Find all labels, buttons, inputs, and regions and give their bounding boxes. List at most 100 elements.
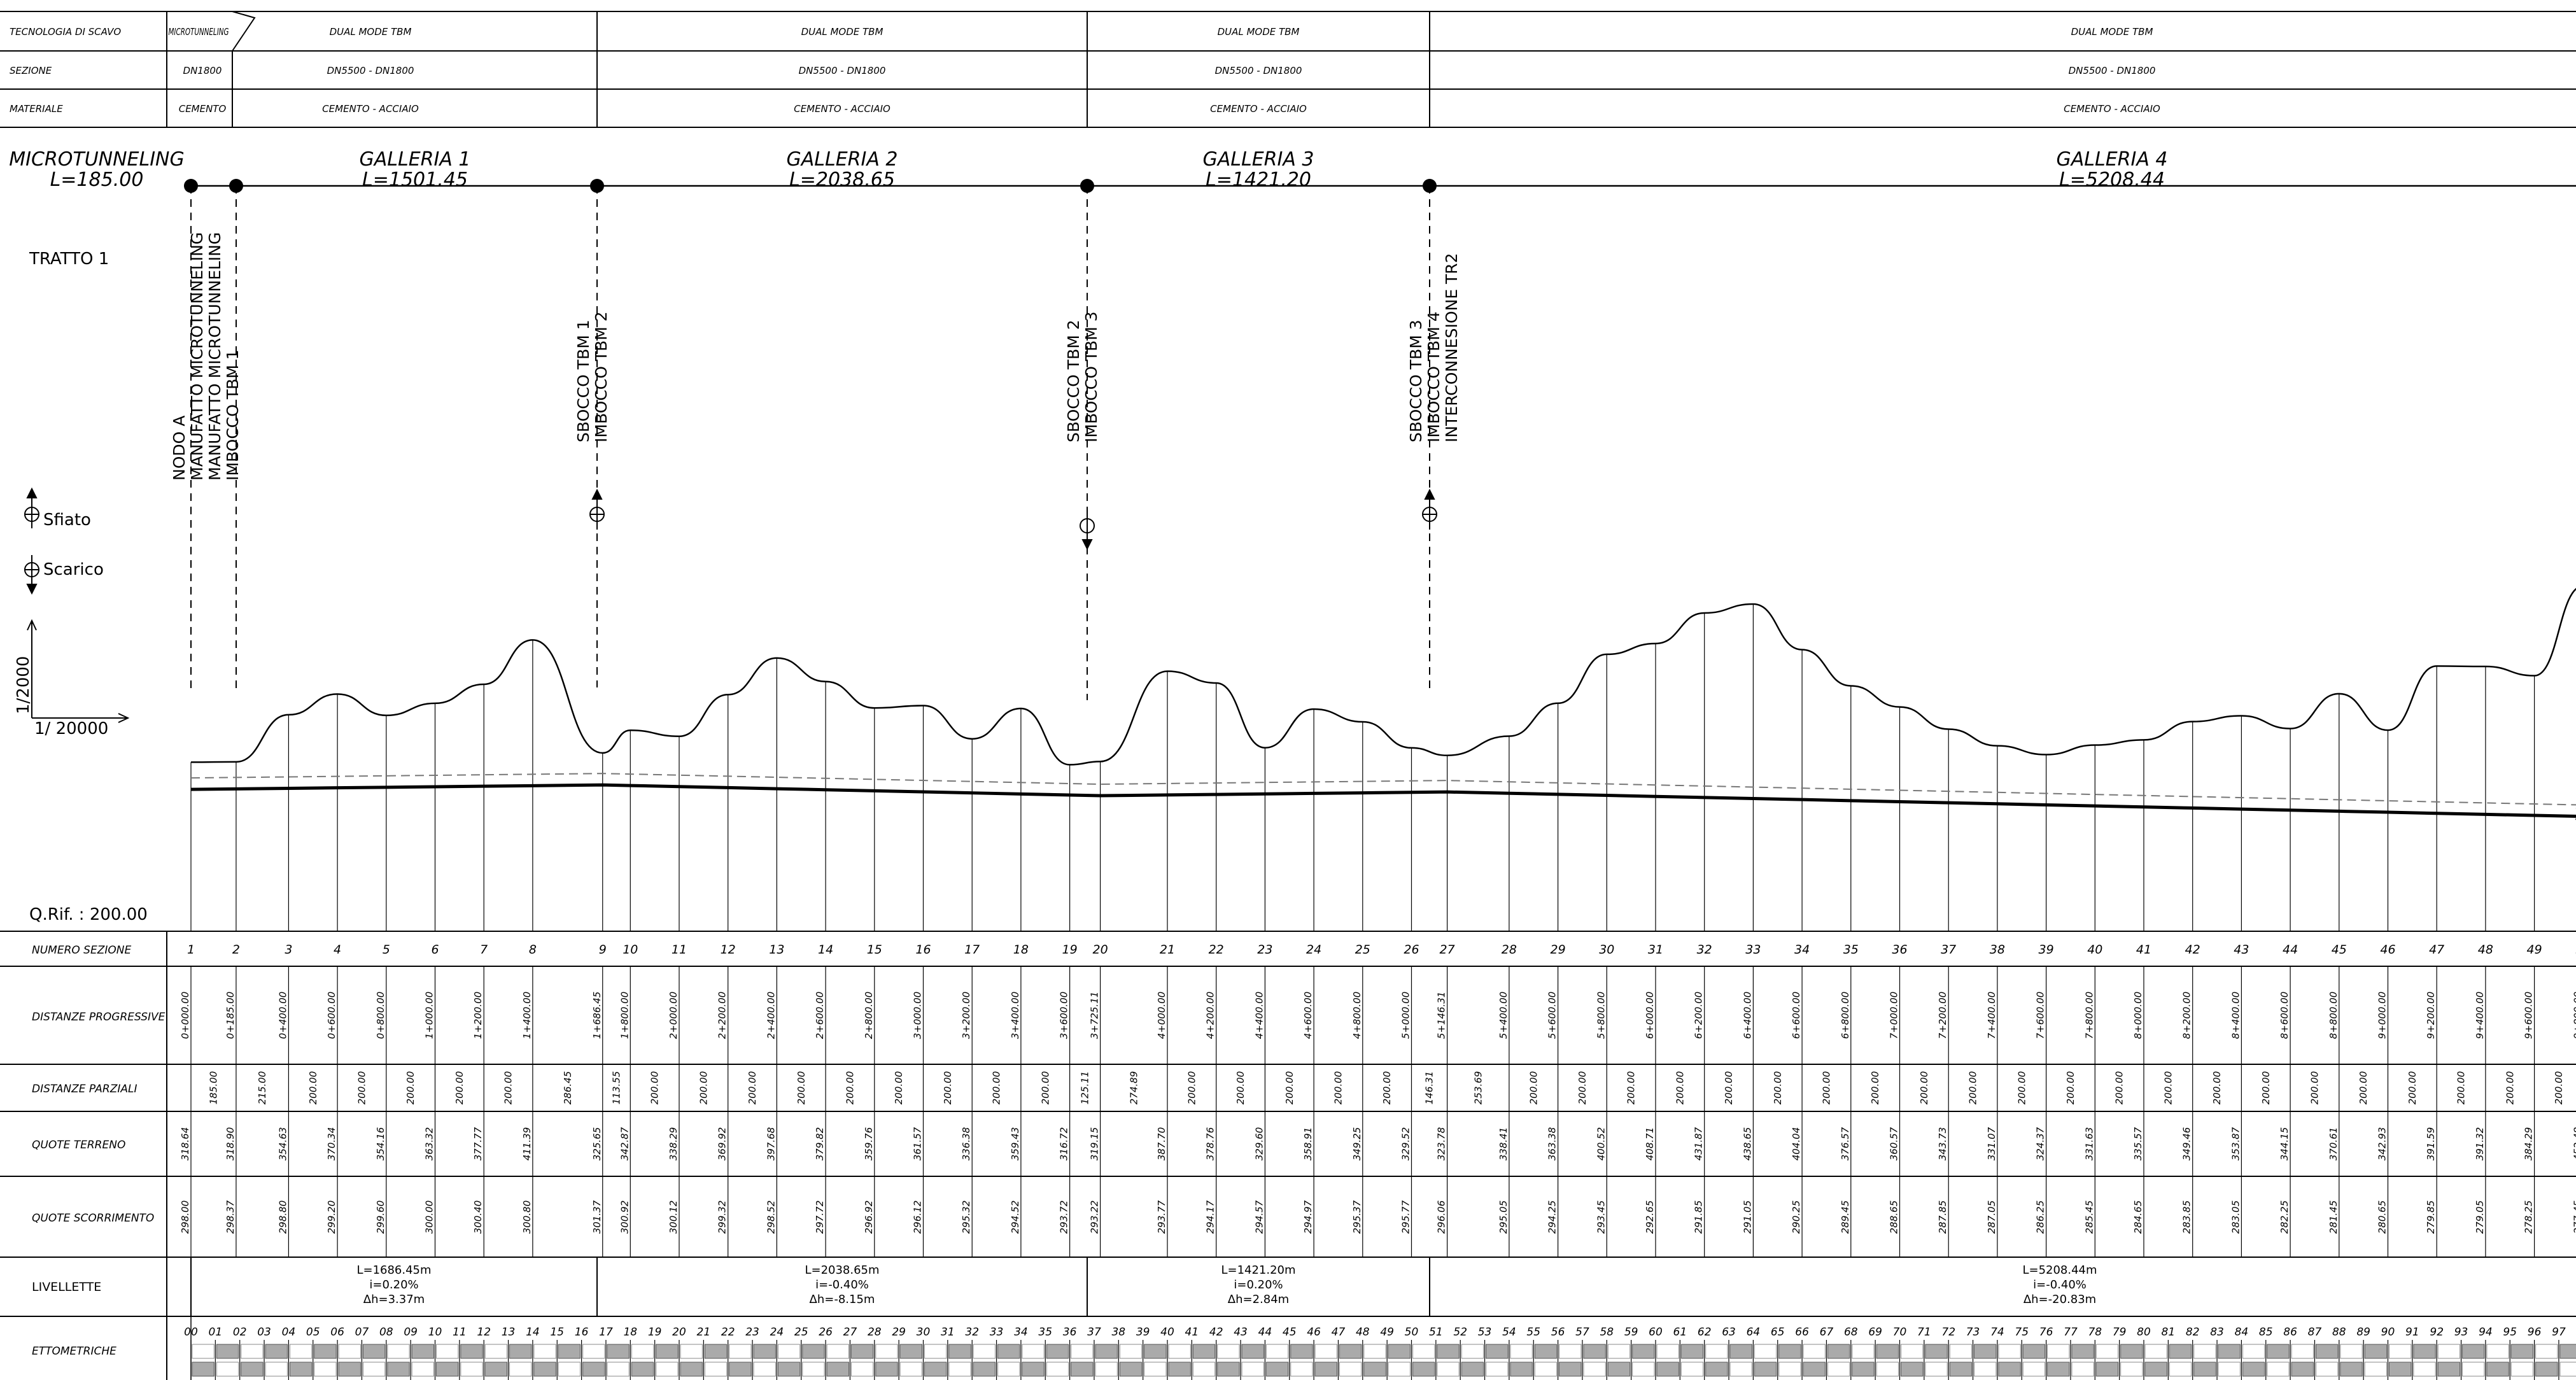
ground-level: 438.65 <box>1742 1127 1753 1161</box>
hectometre-bar <box>2315 1344 2339 1359</box>
section-number: 18 <box>1013 943 1029 957</box>
hectometre-bar <box>1632 1344 1655 1359</box>
hectometre-bar <box>1778 1344 1801 1359</box>
ground-level: 342.93 <box>2377 1127 2388 1161</box>
hectometre-bar <box>2022 1344 2046 1359</box>
partial-distance: 200.00 <box>2114 1071 2125 1105</box>
hectometre-bar <box>1949 1344 1973 1359</box>
hectometre-bar <box>1192 1344 1216 1359</box>
hectometre-bar <box>2559 1344 2576 1359</box>
segment-titles: MICROTUNNELING L=185.00 GALLERIA 1 L=150… <box>9 148 2167 191</box>
partial-distance: 200.00 <box>1235 1071 1246 1105</box>
header-material-1: CEMENTO - ACCIAIO <box>322 103 419 115</box>
partial-distance: 200.00 <box>796 1071 807 1105</box>
partial-distance: 200.00 <box>1723 1071 1735 1105</box>
ground-level: 329.52 <box>1400 1127 1412 1161</box>
hectometre-bar <box>1241 1344 1264 1359</box>
section-number: 15 <box>867 943 882 957</box>
section-number: 1 <box>187 943 195 957</box>
hectometre-bar <box>1339 1344 1362 1359</box>
hectometre-bar <box>1290 1344 1313 1359</box>
hectometre-label: 87 <box>2308 1326 2322 1339</box>
progressive-distance: 5+800.00 <box>1595 992 1607 1039</box>
ground-level: 358.91 <box>1302 1127 1314 1161</box>
progressive-distance: 1+800.00 <box>619 992 630 1039</box>
hectometre-bar <box>2510 1362 2534 1377</box>
hectometre-bar <box>2047 1362 2070 1377</box>
hectometre-bar <box>1974 1344 1997 1359</box>
ground-level: 360.57 <box>1889 1127 1900 1160</box>
partial-distance: 200.00 <box>2162 1071 2174 1105</box>
hectometre-bar <box>2315 1362 2339 1377</box>
hectometre-label: 10 <box>428 1326 442 1339</box>
hectometre-bar <box>2535 1362 2558 1377</box>
section-number: 46 <box>2380 943 2395 957</box>
invert-level: 291.85 <box>1693 1200 1705 1234</box>
hectometre-label: 54 <box>1502 1326 1516 1339</box>
hectometre-bar <box>1559 1344 1582 1359</box>
hectometre-bar <box>362 1344 386 1359</box>
partial-distance: 200.00 <box>942 1071 954 1105</box>
hectometre-label: 26 <box>819 1326 833 1339</box>
scale-vertical: 1/2000 <box>14 656 33 714</box>
partial-distance: 200.00 <box>1869 1071 1881 1105</box>
progressive-distance: 2+200.00 <box>717 992 728 1039</box>
section-number: 5 <box>383 943 390 957</box>
hectometre-label: 48 <box>1356 1326 1370 1339</box>
row-label-scorrimento: QUOTE SCORRIMENTO <box>32 1212 154 1225</box>
hectometre-label: 04 <box>282 1326 296 1339</box>
hectometre-label: 05 <box>306 1326 320 1339</box>
partial-distance: 200.00 <box>1528 1071 1539 1105</box>
segment-length-1: L=1501.45 <box>362 169 468 191</box>
hectometre-bar <box>1901 1344 1924 1359</box>
section-number: 36 <box>1892 943 1907 957</box>
section-number: 11 <box>672 943 687 957</box>
invert-level: 293.22 <box>1089 1200 1101 1234</box>
hectometre-bar <box>1144 1344 1167 1359</box>
hectometre-bar <box>1265 1344 1289 1359</box>
hectometre-label: 88 <box>2332 1326 2346 1339</box>
invert-level: 279.05 <box>2474 1200 2486 1234</box>
invert-level: 295.05 <box>1498 1200 1509 1234</box>
partial-distance: 200.00 <box>844 1071 855 1105</box>
hectometre-bar <box>997 1344 1020 1359</box>
invert-level: 280.65 <box>2377 1200 2388 1234</box>
ground-level: 404.04 <box>1791 1127 1802 1161</box>
progressive-distance: 2+800.00 <box>863 992 875 1039</box>
data-table-row-labels: NUMERO SEZIONE DISTANZE PROGRESSIVE DIST… <box>32 944 165 1358</box>
section-number: 49 <box>2527 943 2542 957</box>
section-number: 19 <box>1062 943 1078 957</box>
ground-level: 331.07 <box>1986 1127 1997 1160</box>
hectometre-bar <box>2218 1362 2241 1377</box>
livelletta-2-slope: i=0.20% <box>1234 1278 1283 1292</box>
hectometre-bar <box>1607 1362 1631 1377</box>
hectometre-bar <box>1901 1362 1924 1377</box>
hectometre-label: 96 <box>2528 1326 2542 1339</box>
hectometre-bar <box>1534 1362 1558 1377</box>
pipe-crown-line <box>190 773 2576 809</box>
hectometre-bar <box>1583 1344 1606 1359</box>
partial-distance: 200.00 <box>1674 1071 1686 1105</box>
invert-level: 283.85 <box>2181 1200 2193 1234</box>
sfiato-valve-icon-2 <box>1422 488 1437 530</box>
header-row-label-section: SEZIONE <box>10 65 52 76</box>
ground-level: 359.43 <box>1010 1127 1021 1161</box>
header-tech-4: DUAL MODE TBM <box>2071 26 2153 38</box>
hectometre-label: 71 <box>1917 1326 1931 1339</box>
partial-distance: 200.00 <box>307 1071 319 1105</box>
header-tech-0: MICROTUNNELING <box>169 26 229 38</box>
hectometre-bar <box>1949 1362 1973 1377</box>
hectometre-bar <box>973 1344 996 1359</box>
ground-level: 331.63 <box>2083 1127 2095 1161</box>
hectometre-label: 57 <box>1575 1326 1589 1339</box>
hectometre-bar <box>1998 1344 2021 1359</box>
hectometre-label: 53 <box>1478 1326 1492 1339</box>
hectometre-bar <box>2486 1362 2509 1377</box>
ground-level: 377.77 <box>472 1127 484 1160</box>
hectometre-label: 25 <box>794 1326 808 1339</box>
section-number: 41 <box>2136 943 2151 957</box>
progressive-distance: 3+725.11 <box>1089 992 1101 1039</box>
progressive-distance: 8+200.00 <box>2181 992 2193 1039</box>
invert-level: 291.05 <box>1742 1200 1753 1234</box>
invert-level: 294.17 <box>1205 1200 1216 1234</box>
